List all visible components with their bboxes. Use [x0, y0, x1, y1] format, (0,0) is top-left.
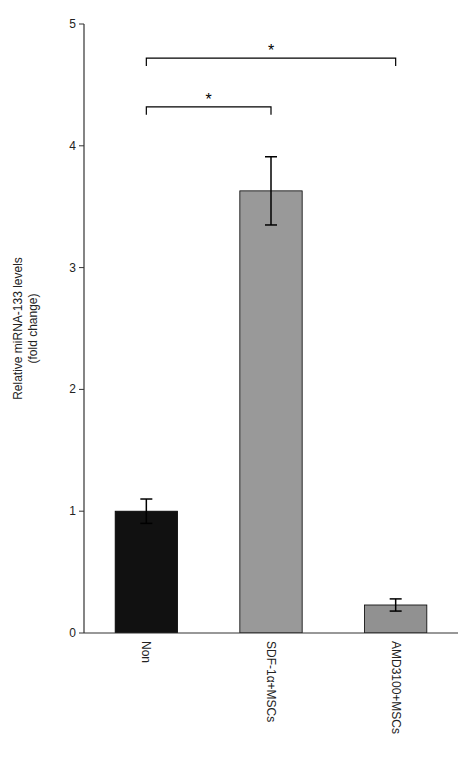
y-tick-label: 3 [69, 261, 76, 275]
plot-area [115, 157, 427, 633]
y-axis-label-line: Relative miRNA-133 levels [11, 257, 25, 400]
significance-label: * [206, 91, 212, 108]
y-tick-label: 4 [69, 139, 76, 153]
chart-svg: 0 1 2 3 4 5 Non SDF-1α+MSCs AMD3100+MSCs Relative… [0, 0, 474, 763]
bar [115, 511, 177, 633]
x-tick-label: AMD3100+MSCs [389, 641, 403, 734]
error-bar [390, 599, 402, 611]
y-tick-label: 0 [69, 626, 76, 640]
error-bar-stem [395, 599, 397, 611]
error-bar-stem [270, 157, 272, 225]
x-tick-label: Non [139, 641, 153, 663]
error-bar-cap [140, 498, 152, 500]
chart-container: 0 1 2 3 4 5 Non SDF-1α+MSCs AMD3100+MSCs Relative… [0, 0, 474, 763]
error-bar [140, 499, 152, 523]
error-bar-cap [140, 523, 152, 525]
error-bar-cap [265, 224, 277, 226]
y-tick [79, 633, 84, 634]
x-tick-label: SDF-1α+MSCs [264, 641, 278, 722]
error-bar-cap [265, 156, 277, 158]
y-tick-label: 2 [69, 382, 76, 396]
significance-bracket [146, 107, 271, 115]
significance-bracket [146, 58, 395, 66]
error-bar [265, 157, 277, 225]
y-axis-label: Relative miRNA-133 levels(fold change) [11, 257, 40, 400]
bar [240, 191, 302, 633]
y-tick-label: 1 [69, 504, 76, 518]
y-axis-line [83, 24, 84, 633]
significance-label: * [268, 42, 274, 59]
y-tick [79, 389, 84, 390]
y-tick [79, 267, 84, 268]
y-tick [79, 511, 84, 512]
y-tick-label: 5 [69, 17, 76, 31]
x-axis-line [84, 632, 458, 633]
error-bar-stem [146, 499, 148, 523]
error-bar-cap [390, 610, 402, 612]
error-bar-cap [390, 598, 402, 600]
y-axis-label-line: (fold change) [26, 293, 40, 363]
y-tick [79, 24, 84, 25]
y-tick [79, 145, 84, 146]
